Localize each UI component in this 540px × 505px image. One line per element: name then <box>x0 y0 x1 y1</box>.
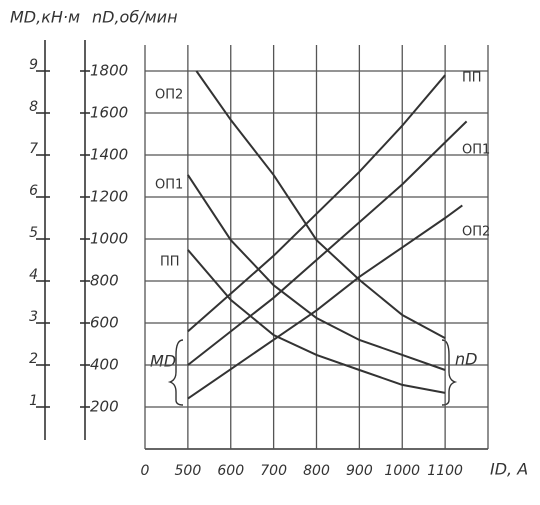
y-tick-label: 1200 <box>90 188 128 206</box>
y2-tick-label: 4 <box>29 267 38 283</box>
annotation: MD <box>150 352 176 371</box>
y-tick-label: 1600 <box>90 104 128 122</box>
series-label: ОП2 <box>155 88 183 103</box>
y2-tick-label: 2 <box>29 351 38 367</box>
x-axis-title: ID, A <box>490 460 528 479</box>
x-tick-label: 1000 <box>384 463 420 479</box>
y-tick-label: 600 <box>90 314 119 332</box>
curve <box>187 249 446 394</box>
y-tick-label: 200 <box>90 398 119 416</box>
series-label: ОП1 <box>155 178 183 193</box>
y-tick-label: 1400 <box>90 146 128 164</box>
curve <box>187 204 463 400</box>
series-label: ПП <box>160 255 180 270</box>
y-tick-label: 800 <box>90 272 119 290</box>
x-tick-label: 600 <box>217 463 244 479</box>
y2-tick-label: 5 <box>29 225 38 241</box>
curve <box>187 120 468 366</box>
y2-tick-label: 1 <box>29 393 38 409</box>
curve <box>187 174 446 371</box>
y2-tick-label: 8 <box>29 99 38 115</box>
x-tick-label: 800 <box>303 463 330 479</box>
x-tick-label: 700 <box>260 463 287 479</box>
y2-tick-label: 9 <box>29 57 38 73</box>
x-tick-label: 900 <box>346 463 373 479</box>
brace <box>167 339 184 406</box>
x-tick-label: 500 <box>175 463 202 479</box>
brace <box>441 339 458 406</box>
curve <box>187 74 446 333</box>
y-axis-title: nD,об/мин <box>92 8 178 27</box>
series-label: ОП1 <box>462 143 490 158</box>
x-tick-label: 1100 <box>427 463 463 479</box>
y2-tick-label: 7 <box>29 141 38 157</box>
series-label: ОП2 <box>462 225 490 240</box>
curve <box>195 70 446 339</box>
y2-tick-label: 3 <box>29 309 38 325</box>
x-tick-label: 0 <box>141 463 150 479</box>
y2-tick-label: 6 <box>29 183 38 199</box>
y2-axis-title: MD,кН·м <box>10 8 80 27</box>
annotation: nD <box>455 350 477 369</box>
y-tick-label: 1800 <box>90 62 128 80</box>
series-label: ПП <box>462 71 482 86</box>
y-tick-label: 400 <box>90 356 119 374</box>
y-tick-label: 1000 <box>90 230 128 248</box>
